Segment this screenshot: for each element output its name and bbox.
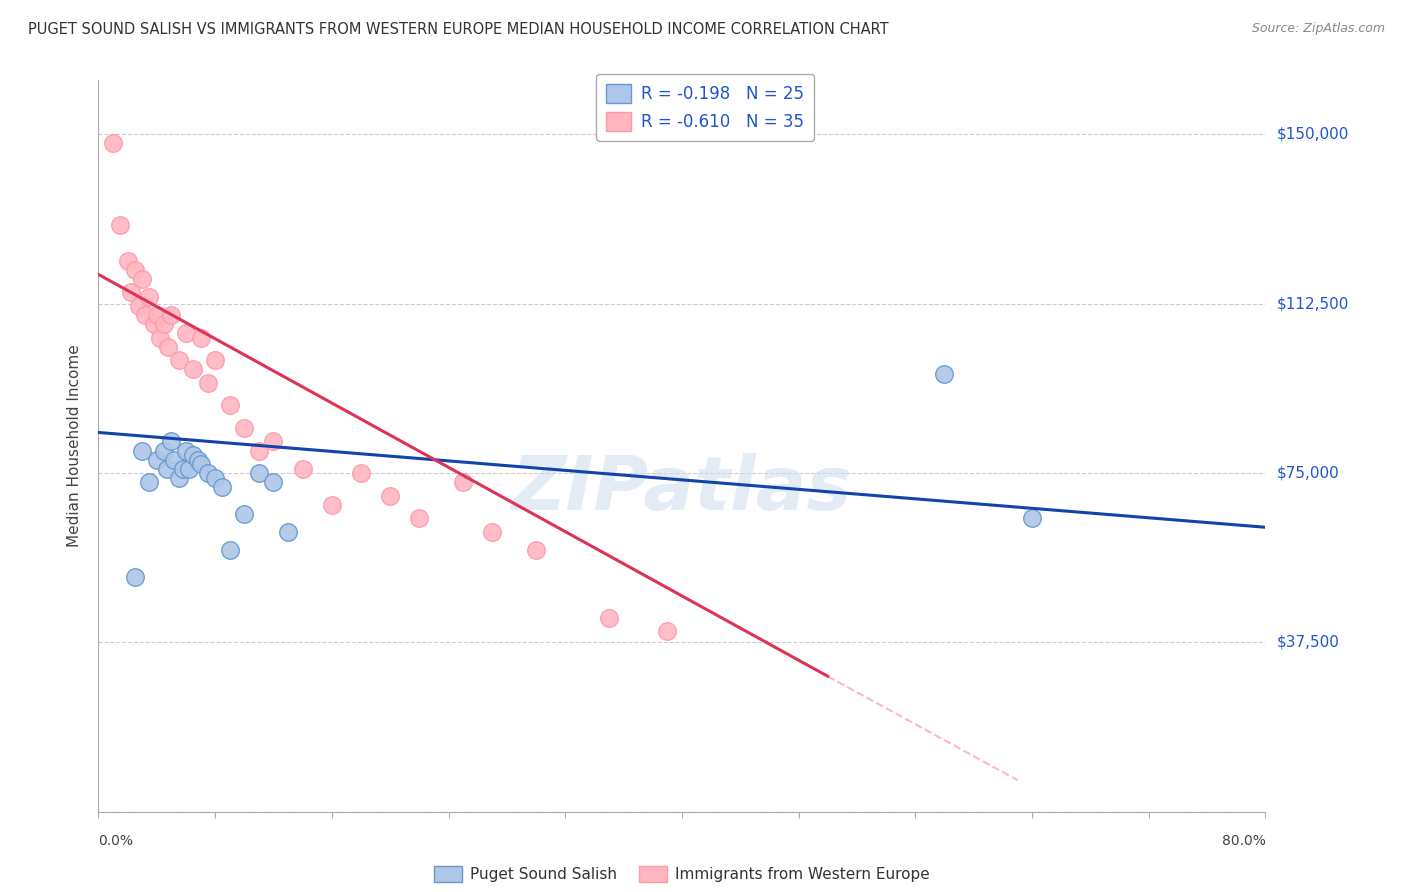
Point <box>131 272 153 286</box>
Point <box>350 466 373 480</box>
Point <box>101 136 124 151</box>
Point <box>172 461 194 475</box>
Point <box>197 376 219 390</box>
Point <box>163 452 186 467</box>
Point <box>124 570 146 584</box>
Text: $150,000: $150,000 <box>1277 127 1348 142</box>
Point <box>378 489 402 503</box>
Point <box>190 457 212 471</box>
Point <box>657 624 679 639</box>
Point <box>408 511 430 525</box>
Point <box>262 475 284 489</box>
Point <box>451 475 474 489</box>
Point <box>131 443 153 458</box>
Text: $75,000: $75,000 <box>1277 466 1340 481</box>
Point <box>262 434 284 449</box>
Point <box>181 362 204 376</box>
Point <box>233 507 256 521</box>
Point <box>174 326 197 340</box>
Point <box>598 610 620 624</box>
Point <box>934 367 956 381</box>
Text: ZIPatlas: ZIPatlas <box>512 453 852 526</box>
Point <box>156 461 179 475</box>
Point <box>233 421 256 435</box>
Text: $112,500: $112,500 <box>1277 296 1348 311</box>
Point <box>174 443 197 458</box>
Point <box>120 285 142 300</box>
Point <box>321 498 343 512</box>
Point <box>110 218 132 232</box>
Point <box>247 466 270 480</box>
Point <box>197 466 219 480</box>
Point <box>218 398 240 412</box>
Point <box>291 461 314 475</box>
Point <box>134 308 156 322</box>
Point <box>524 542 547 557</box>
Point <box>481 524 503 539</box>
Point <box>181 448 204 462</box>
Point <box>128 299 150 313</box>
Point <box>138 290 160 304</box>
Point <box>187 452 209 467</box>
Point <box>177 461 200 475</box>
Point <box>117 253 139 268</box>
Point <box>204 353 226 368</box>
Point <box>1021 511 1043 525</box>
Point <box>142 317 165 331</box>
Text: 0.0%: 0.0% <box>98 834 134 848</box>
Text: $37,500: $37,500 <box>1277 635 1340 650</box>
Point <box>157 340 180 354</box>
Legend: R = -0.198   N = 25, R = -0.610   N = 35: R = -0.198 N = 25, R = -0.610 N = 35 <box>596 74 814 141</box>
Point <box>247 443 270 458</box>
Point <box>218 542 240 557</box>
Y-axis label: Median Household Income: Median Household Income <box>67 344 83 548</box>
Point <box>160 434 183 449</box>
Point <box>160 308 183 322</box>
Point <box>138 475 160 489</box>
Point <box>149 331 172 345</box>
Point <box>277 524 299 539</box>
Point <box>153 443 176 458</box>
Point <box>146 452 169 467</box>
Point <box>190 331 212 345</box>
Point <box>124 263 146 277</box>
Point <box>146 308 169 322</box>
Text: Source: ZipAtlas.com: Source: ZipAtlas.com <box>1251 22 1385 36</box>
Text: 80.0%: 80.0% <box>1222 834 1265 848</box>
Point <box>167 353 190 368</box>
Point <box>211 480 233 494</box>
Point <box>153 317 176 331</box>
Text: PUGET SOUND SALISH VS IMMIGRANTS FROM WESTERN EUROPE MEDIAN HOUSEHOLD INCOME COR: PUGET SOUND SALISH VS IMMIGRANTS FROM WE… <box>28 22 889 37</box>
Point <box>167 470 190 484</box>
Point <box>204 470 226 484</box>
